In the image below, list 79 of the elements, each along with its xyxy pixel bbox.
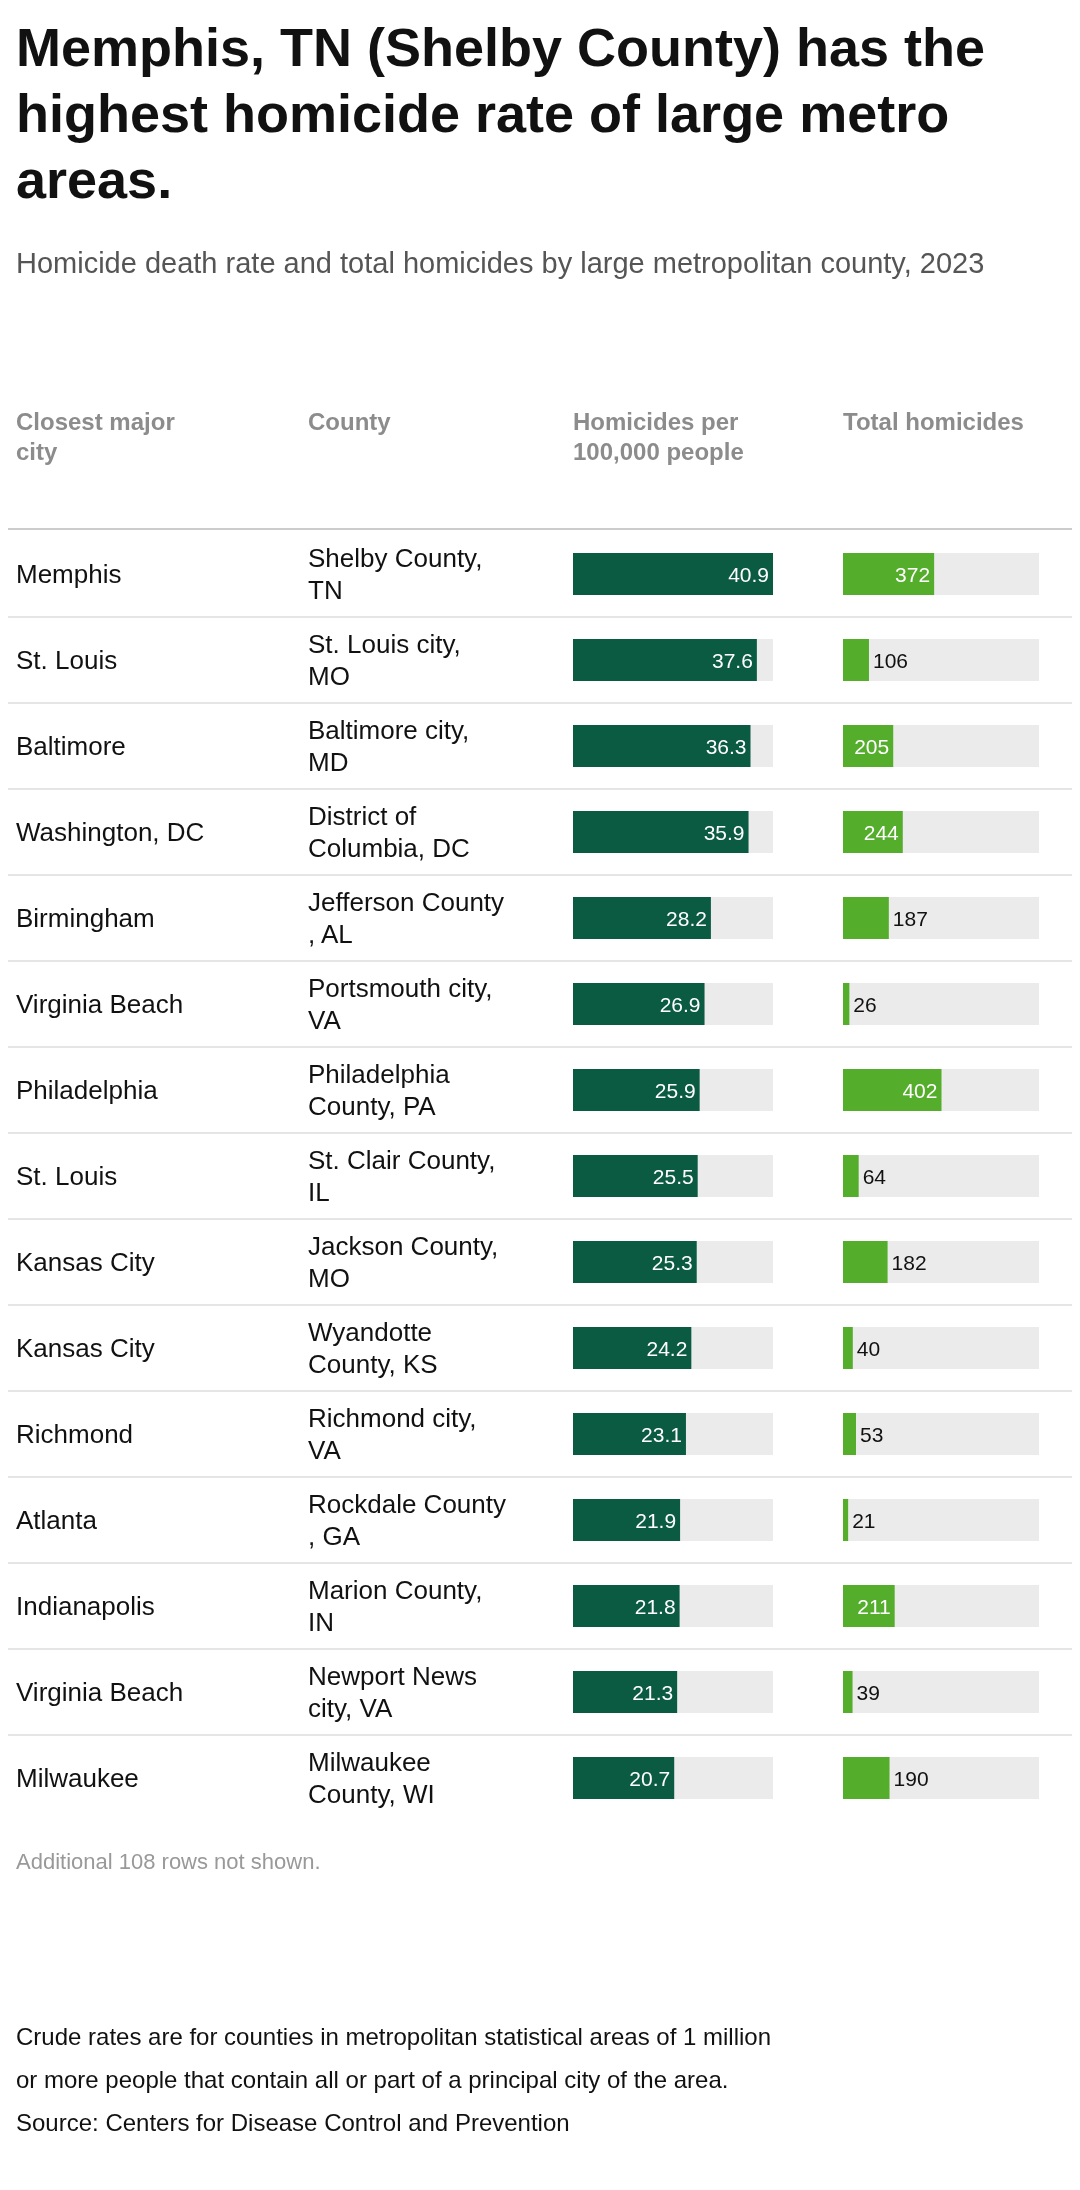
y2-tick-label: Shelby County, TN (308, 543, 490, 605)
data-label: 21.8 (634, 1594, 676, 1618)
text: Additional 108 rows not shown. (16, 1849, 322, 1875)
y-tick-label: Atlanta (16, 1505, 98, 1535)
data-label: 205 (854, 734, 890, 758)
y2-tick-label: Rockdale County, GA (308, 1489, 506, 1551)
data-label: 187 (892, 906, 928, 930)
data-label: 25.9 (654, 1078, 696, 1102)
bar (843, 1327, 853, 1369)
chart-subtitle: Homicide death rate and total homicides by large metropolitan county, 2023 (16, 246, 986, 281)
data-label: 37.6 (711, 648, 753, 672)
data-label: 20.7 (629, 1766, 671, 1790)
bar (843, 1155, 859, 1197)
y-tick-label: Milwaukee (16, 1763, 139, 1793)
data-label: 53 (859, 1422, 884, 1446)
source-note: Source: Centers for Disease Control and Prevention (16, 2108, 571, 2138)
y-tick-label: Memphis (16, 559, 122, 589)
y-tick-label: Philadelphia (16, 1075, 159, 1105)
data-label: 40.9 (728, 562, 769, 586)
y2-tick-label: Newport News city, VA (308, 1661, 485, 1723)
y-tick-label: St. Louis (16, 1161, 118, 1191)
y2-tick-label: Richmond city, VA (308, 1403, 484, 1465)
data-label: 21.3 (632, 1680, 674, 1704)
x-axis-title: Homicides per 100,000 people (573, 407, 746, 465)
data-label: 64 (862, 1164, 887, 1188)
bar (843, 1499, 849, 1541)
data-label: 21 (852, 1508, 876, 1532)
data-label: 28.2 (666, 906, 707, 930)
data-label: 211 (857, 1594, 891, 1618)
data-label: 26 (853, 992, 877, 1016)
y-tick-label: Kansas City (16, 1247, 155, 1277)
bar (843, 983, 850, 1025)
data-label: 190 (893, 1766, 929, 1790)
x-axis-title: Total homicides (843, 407, 1024, 435)
y-tick-label: Richmond (16, 1419, 134, 1449)
data-label: 25.5 (652, 1164, 694, 1188)
data-label: 21.9 (635, 1508, 677, 1532)
data-label: 244 (863, 820, 900, 844)
bar (843, 639, 869, 681)
y2-axis-title: County (308, 407, 392, 435)
y2-tick-label: Wyandotte County, KS (308, 1317, 440, 1379)
data-label: 106 (872, 648, 909, 672)
y2-tick-label: Jefferson County, AL (308, 887, 505, 949)
data-label: 39 (856, 1680, 880, 1704)
data-label: 23.1 (641, 1422, 682, 1446)
data-label: 26.9 (659, 992, 701, 1016)
y-tick-label: Baltimore (16, 731, 126, 761)
y-tick-label: Washington, DC (16, 817, 205, 847)
data-label: 24.2 (646, 1336, 688, 1360)
y2-tick-label: Philadelphia County, PA (308, 1059, 457, 1121)
bar (843, 1671, 853, 1713)
y-tick-label: Indianapolis (16, 1591, 155, 1621)
y2-tick-label: District of Columbia, DC (308, 801, 470, 863)
data-label: 36.3 (705, 734, 747, 758)
y2-tick-label: Jackson County, MO (308, 1231, 506, 1293)
y-tick-label: Virginia Beach (16, 1677, 184, 1707)
y2-tick-label: Baltimore city, MD (308, 715, 477, 777)
y2-tick-label: Marion County, IN (308, 1575, 490, 1637)
bar (843, 1241, 888, 1283)
bar (843, 897, 889, 939)
bar (843, 1757, 890, 1799)
y2-tick-label: St. Clair County, IL (308, 1145, 503, 1207)
data-label: 182 (891, 1250, 927, 1274)
y2-tick-label: St. Louis city, MO (308, 629, 468, 691)
data-label: 25.3 (651, 1250, 693, 1274)
data-label: 372 (895, 562, 931, 586)
data-label: 402 (902, 1078, 938, 1102)
bar (843, 1413, 856, 1455)
data-label: 40 (856, 1336, 881, 1360)
y2-tick-label: Portsmouth city, VA (308, 973, 500, 1035)
text: Crude rates are for counties in metropolitan statistical areas of 1 million or more people that contain all or part of a principal city of the area. (16, 2022, 772, 2095)
y-axis-title: Closest major city (16, 407, 182, 465)
y2-tick-label: Milwaukee County, WI (308, 1747, 439, 1809)
chart-title: Memphis, TN (Shelby County) has the highest homicide rate of large metro areas. (16, 16, 987, 211)
y-tick-label: Virginia Beach (16, 989, 184, 1019)
y-tick-label: Birmingham (16, 903, 155, 933)
y-tick-label: St. Louis (16, 645, 118, 675)
data-label: 35.9 (703, 820, 745, 844)
y-tick-label: Kansas City (16, 1333, 155, 1363)
